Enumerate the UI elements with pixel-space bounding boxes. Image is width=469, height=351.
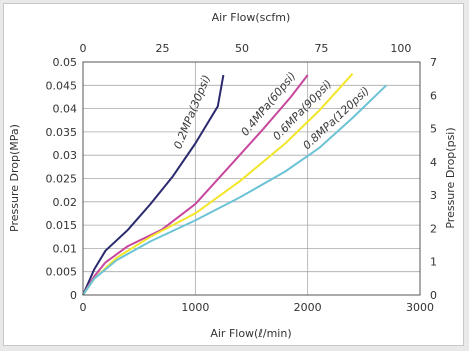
y-left-tick-label: 0.015 (46, 219, 78, 232)
y-right-tick-label: 3 (430, 189, 437, 202)
x-bottom-axis-title: Air Flow(ℓ/min) (210, 327, 291, 340)
y-left-tick-label: 0.03 (53, 149, 78, 162)
y-right-tick-label: 6 (430, 89, 437, 102)
grid-lines (82, 61, 421, 296)
y-left-axis-title: Pressure Drop(MPa) (8, 124, 21, 232)
series-lines (82, 73, 387, 296)
x-top-axis-title: Air Flow(scfm) (212, 11, 291, 24)
y-right-axis-title: Pressure Drop(psi) (444, 127, 457, 228)
x-top-tick-label: 75 (314, 42, 328, 55)
y-left-tick-label: 0.005 (46, 266, 78, 279)
y-left-tick-label: 0.045 (46, 79, 78, 92)
y-right-tick-label: 2 (430, 222, 437, 235)
chart-frame: 0 0.005 0.01 0.015 0.02 0.025 0.03 0.035 0.04 0.0… (3, 3, 464, 346)
series-labels: 0.2MPa(30psi) 0.4MPa(60psi)0.6MPa(90psi)0… (171, 70, 372, 153)
x-top-tick-label: 50 (235, 42, 249, 55)
y-right-tick-label: 4 (430, 156, 437, 169)
x-bottom-tick-label: 1000 (181, 301, 209, 314)
x-bottom-tick-label: 3000 (406, 301, 434, 314)
y-right-tick-label: 1 (430, 256, 437, 269)
x-top-tick-label: 0 (80, 42, 87, 55)
y-left-tick-label: 0.025 (46, 173, 78, 186)
series-line (82, 74, 309, 296)
y-left-tick-label: 0.035 (46, 126, 78, 139)
y-left-tick-label: 0.02 (53, 196, 78, 209)
y-left-tick-label: 0.05 (53, 56, 78, 69)
y-left-tick-label: 0.04 (53, 103, 78, 116)
y-right-tick-label: 7 (430, 56, 437, 69)
y-right-tick-label: 0 (430, 289, 437, 302)
series-label: 0.2MPa(30psi) (171, 73, 213, 151)
x-bottom-tick-label: 0 (80, 301, 87, 314)
x-top-tick-label: 25 (155, 42, 169, 55)
plot-area-border (82, 61, 421, 296)
y-left-tick-label: 0 (70, 289, 77, 302)
tick-labels: 0 0.005 0.01 0.015 0.02 0.025 0.03 0.035 0.04 0.0… (46, 42, 438, 314)
y-right-tick-label: 5 (430, 123, 437, 136)
series-line (82, 84, 387, 296)
pressure-drop-chart: 0 0.005 0.01 0.015 0.02 0.025 0.03 0.035 0.04 0.0… (8, 11, 457, 340)
x-bottom-tick-label: 2000 (294, 301, 322, 314)
series-line (82, 74, 225, 296)
x-top-tick-label: 100 (390, 42, 411, 55)
y-left-tick-label: 0.01 (53, 242, 78, 255)
